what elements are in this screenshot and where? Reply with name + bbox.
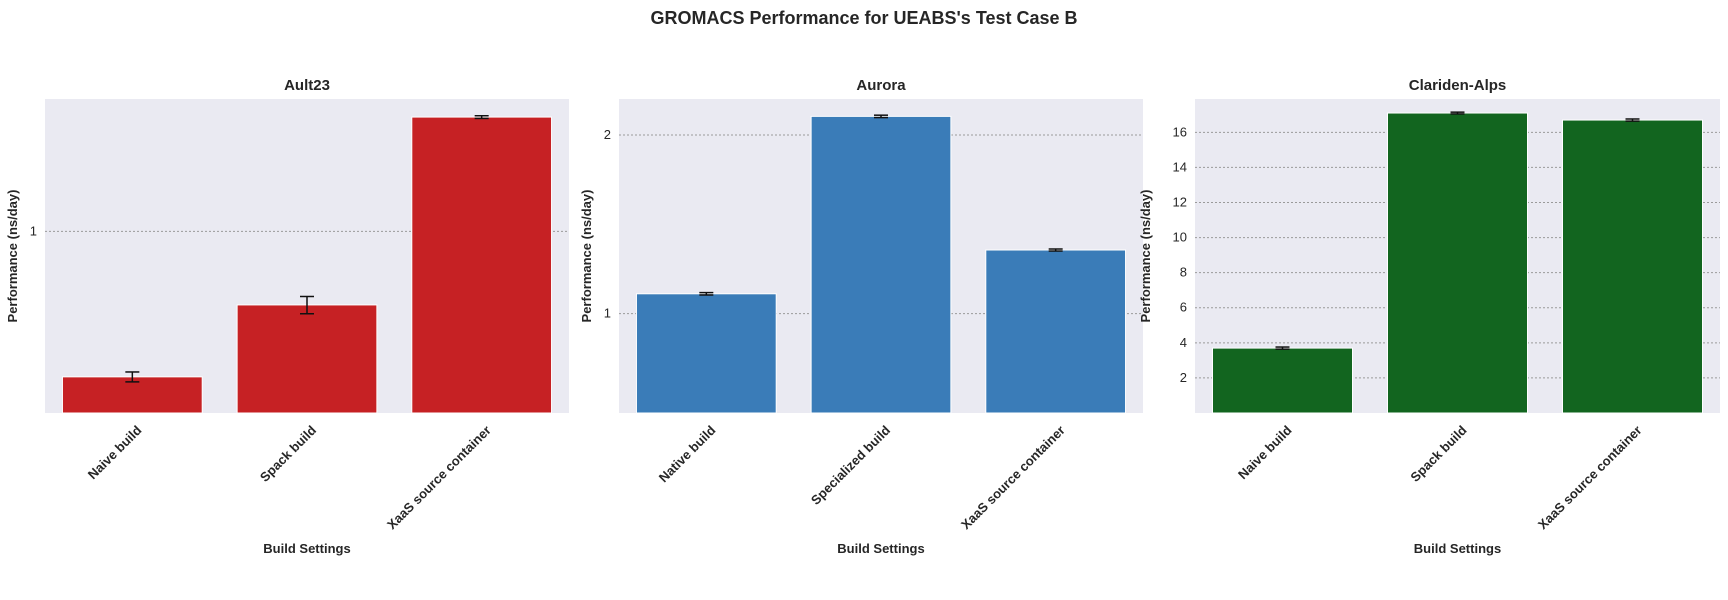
x-tick-label: Spack build: [1407, 422, 1469, 484]
bar: [810, 115, 952, 414]
x-tick-label: Naive build: [1235, 422, 1295, 482]
y-tick-label: 14: [1173, 159, 1187, 174]
x-tick-label: XaaS source container: [958, 423, 1068, 533]
x-axis-label: Build Settings: [1414, 541, 1501, 556]
bar: [1212, 347, 1353, 414]
panel-title: Clariden-Alps: [1409, 77, 1507, 94]
y-tick-label: 16: [1173, 124, 1187, 139]
panel-title: Aurora: [856, 77, 906, 94]
panel-aurora: 1 2 Native build Specialized build XaaS sour…: [579, 77, 1143, 556]
y-tick-label: 1: [604, 306, 611, 321]
y-tick-label: 4: [1180, 335, 1187, 350]
x-axis-label: Build Settings: [263, 541, 350, 556]
bar: [985, 249, 1127, 414]
bar: [1562, 119, 1703, 414]
x-tick-label: XaaS source container: [1535, 423, 1645, 533]
bar: [635, 293, 777, 414]
bar: [411, 116, 553, 414]
x-tick-label: XaaS source container: [384, 423, 494, 533]
y-tick-label: 1: [30, 223, 37, 238]
x-tick-label: Specialized build: [808, 422, 893, 507]
y-axis-label: Performance (ns/day): [579, 190, 594, 323]
x-axis-label: Build Settings: [837, 541, 924, 556]
panel-ault23: 1 Naive build Spack build XaaS source conta…: [5, 77, 569, 556]
x-tick-label: Naive build: [85, 422, 145, 482]
panel-title: Ault23: [284, 77, 330, 94]
bar: [1387, 112, 1528, 414]
y-tick-label: 10: [1173, 230, 1187, 245]
y-axis-label: Performance (ns/day): [1138, 190, 1153, 323]
panel-clariden-alps: 2 4 6 8 10 12 14 16 Naive build Spack build XaaS s…: [1138, 77, 1720, 556]
bar: [61, 376, 203, 414]
y-tick-label: 12: [1173, 194, 1187, 209]
y-tick-label: 6: [1180, 300, 1187, 315]
y-tick-label: 2: [1180, 370, 1187, 385]
bar: [236, 304, 378, 414]
y-tick-label: 2: [604, 127, 611, 142]
figure-title: GROMACS Performance for UEABS's Test Cas…: [650, 8, 1078, 28]
y-axis-label: Performance (ns/day): [5, 190, 20, 323]
x-tick-label: Native build: [656, 422, 719, 485]
x-tick-label: Spack build: [257, 422, 319, 484]
y-tick-label: 8: [1180, 265, 1187, 280]
